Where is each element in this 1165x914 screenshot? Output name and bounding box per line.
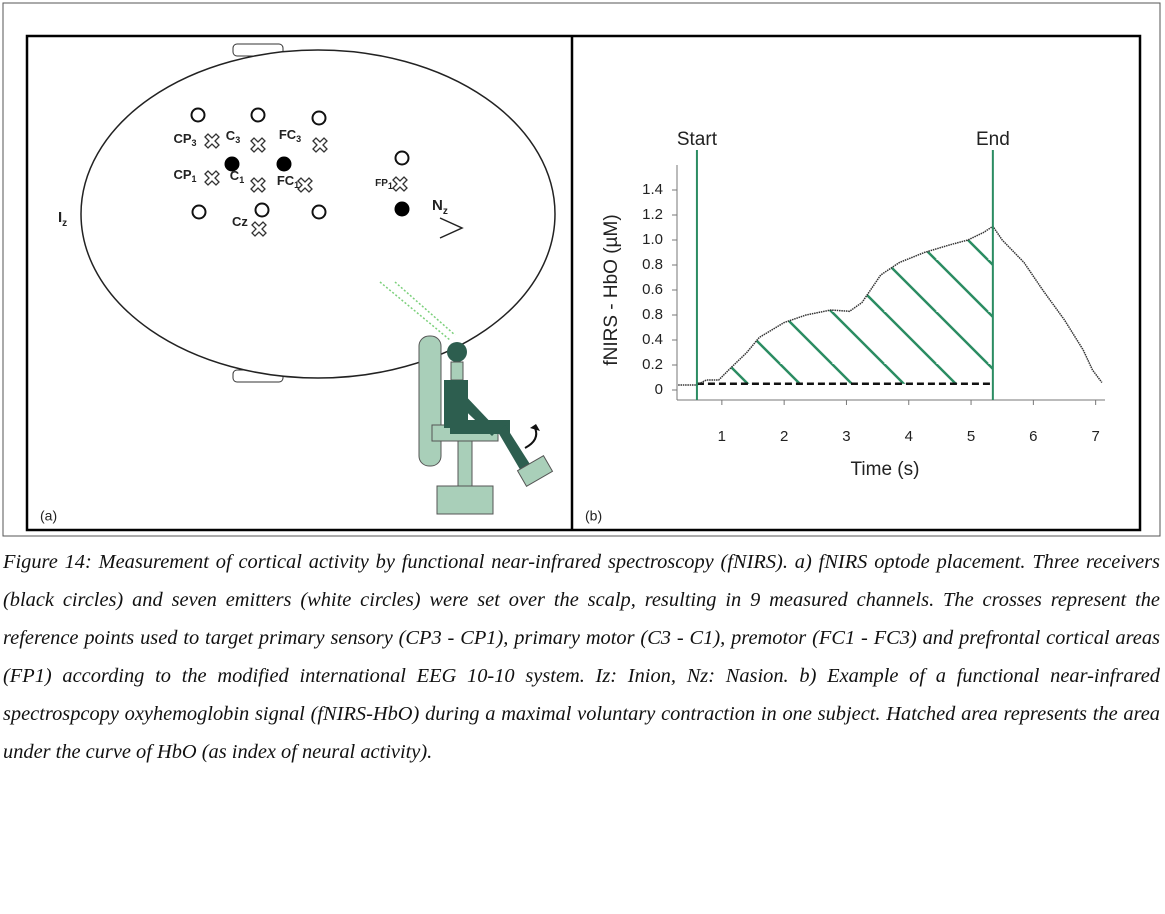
electrode-label: FP1 xyxy=(375,178,393,192)
landmark-nz: Nz xyxy=(432,197,448,217)
pointer-line xyxy=(394,281,456,336)
label-sub: 3 xyxy=(192,138,197,148)
event-label: Start xyxy=(677,129,718,150)
x-tick-label: 5 xyxy=(967,428,975,445)
y-tick-label: 0.6 xyxy=(642,281,663,298)
label-base: N xyxy=(432,197,443,214)
label-base: C xyxy=(226,128,236,143)
emitter xyxy=(190,107,206,123)
label-sub: 1 xyxy=(239,175,244,185)
label-base: I xyxy=(58,209,62,226)
nose xyxy=(439,217,464,239)
label-sub: 3 xyxy=(235,135,240,145)
electrode-label: CP1 xyxy=(173,167,196,184)
motion-arrowhead xyxy=(530,424,540,431)
electrode-label: C1 xyxy=(230,168,244,185)
x-tick-label: 7 xyxy=(1091,428,1099,445)
pointer-line xyxy=(379,281,451,341)
label-sub: 1 xyxy=(192,174,197,184)
label-sub: z xyxy=(62,218,67,229)
x-tick-label: 4 xyxy=(905,428,913,445)
chair-base xyxy=(436,485,494,515)
y-tick-label: 1.4 xyxy=(642,181,663,198)
panel-frame xyxy=(25,34,1142,532)
y-axis-label: fNIRS - HbO (µM) xyxy=(601,214,622,365)
label-base: CP xyxy=(173,167,191,182)
chair-post xyxy=(457,440,473,487)
label-base: FC xyxy=(277,173,295,188)
label-base: FP xyxy=(375,178,388,189)
emitter xyxy=(250,107,266,123)
x-tick-label: 3 xyxy=(842,428,850,445)
label-base: FC xyxy=(279,127,297,142)
label-sub: 1 xyxy=(388,181,393,191)
subject-head xyxy=(447,342,467,362)
emitter xyxy=(254,202,270,218)
y-tick-label: 1.2 xyxy=(642,206,663,223)
electrode-label: FC3 xyxy=(279,127,301,144)
electrode-label: Cz xyxy=(232,214,248,229)
electrode-cross xyxy=(250,137,266,153)
label-base: Cz xyxy=(232,214,248,229)
subject-illustration xyxy=(379,281,554,515)
dynamometer xyxy=(516,455,554,487)
electrode-cross xyxy=(297,177,313,193)
subject-neck xyxy=(450,361,464,381)
label-sub: 1 xyxy=(294,180,299,190)
receivers xyxy=(224,156,410,217)
label-base: C xyxy=(230,168,240,183)
panel-label: (b) xyxy=(585,508,602,524)
electrode-cross xyxy=(204,133,220,149)
electrode-label: FC1 xyxy=(277,173,299,190)
receiver xyxy=(394,201,410,217)
emitter xyxy=(191,204,207,220)
electrode-cross xyxy=(312,137,328,153)
signal-line xyxy=(678,225,1103,386)
chair-back xyxy=(418,335,442,467)
hatched-area xyxy=(696,226,993,385)
landmark-iz: Iz xyxy=(58,209,67,229)
caption: Figure 14: Measurement of cortical activ… xyxy=(3,551,1160,763)
electrode-cross xyxy=(250,177,266,193)
y-tick-label: 0.8 xyxy=(642,256,663,273)
panel-b: (b) Time (s) fNIRS - HbO (µM) 0 0.2 0.4 0.8… xyxy=(585,129,1105,524)
receiver xyxy=(224,156,240,172)
y-tick-label: 0.2 xyxy=(642,356,663,373)
electrode-label: C3 xyxy=(226,128,240,145)
electrode-cross xyxy=(392,176,408,192)
label-sub: 3 xyxy=(296,134,301,144)
emitter xyxy=(311,110,327,126)
y-tick-label: 0.4 xyxy=(642,331,663,348)
motion-arrow xyxy=(524,427,538,449)
outer-frame xyxy=(2,2,1161,537)
emitter xyxy=(311,204,327,220)
label-sub: z xyxy=(443,206,448,217)
y-tick-label: 1.0 xyxy=(642,231,663,248)
event-label: End xyxy=(976,129,1010,150)
emitters xyxy=(190,107,410,220)
receiver xyxy=(276,156,292,172)
label-base: CP xyxy=(173,131,191,146)
x-tick-label: 1 xyxy=(718,428,726,445)
x-tick-label: 2 xyxy=(780,428,788,445)
emitter xyxy=(394,150,410,166)
panel-label: (a) xyxy=(40,508,57,524)
y-tick-label: 0 xyxy=(655,381,663,398)
subject-thigh xyxy=(450,420,510,434)
electrode-label: CP3 xyxy=(173,131,196,148)
electrode-cross xyxy=(251,221,267,237)
x-tick-label: 6 xyxy=(1029,428,1037,445)
electrode-cross xyxy=(204,170,220,186)
y-tick-label: 0.8 xyxy=(642,306,663,323)
x-axis-label: Time (s) xyxy=(851,459,920,480)
subject-leg xyxy=(498,425,535,478)
